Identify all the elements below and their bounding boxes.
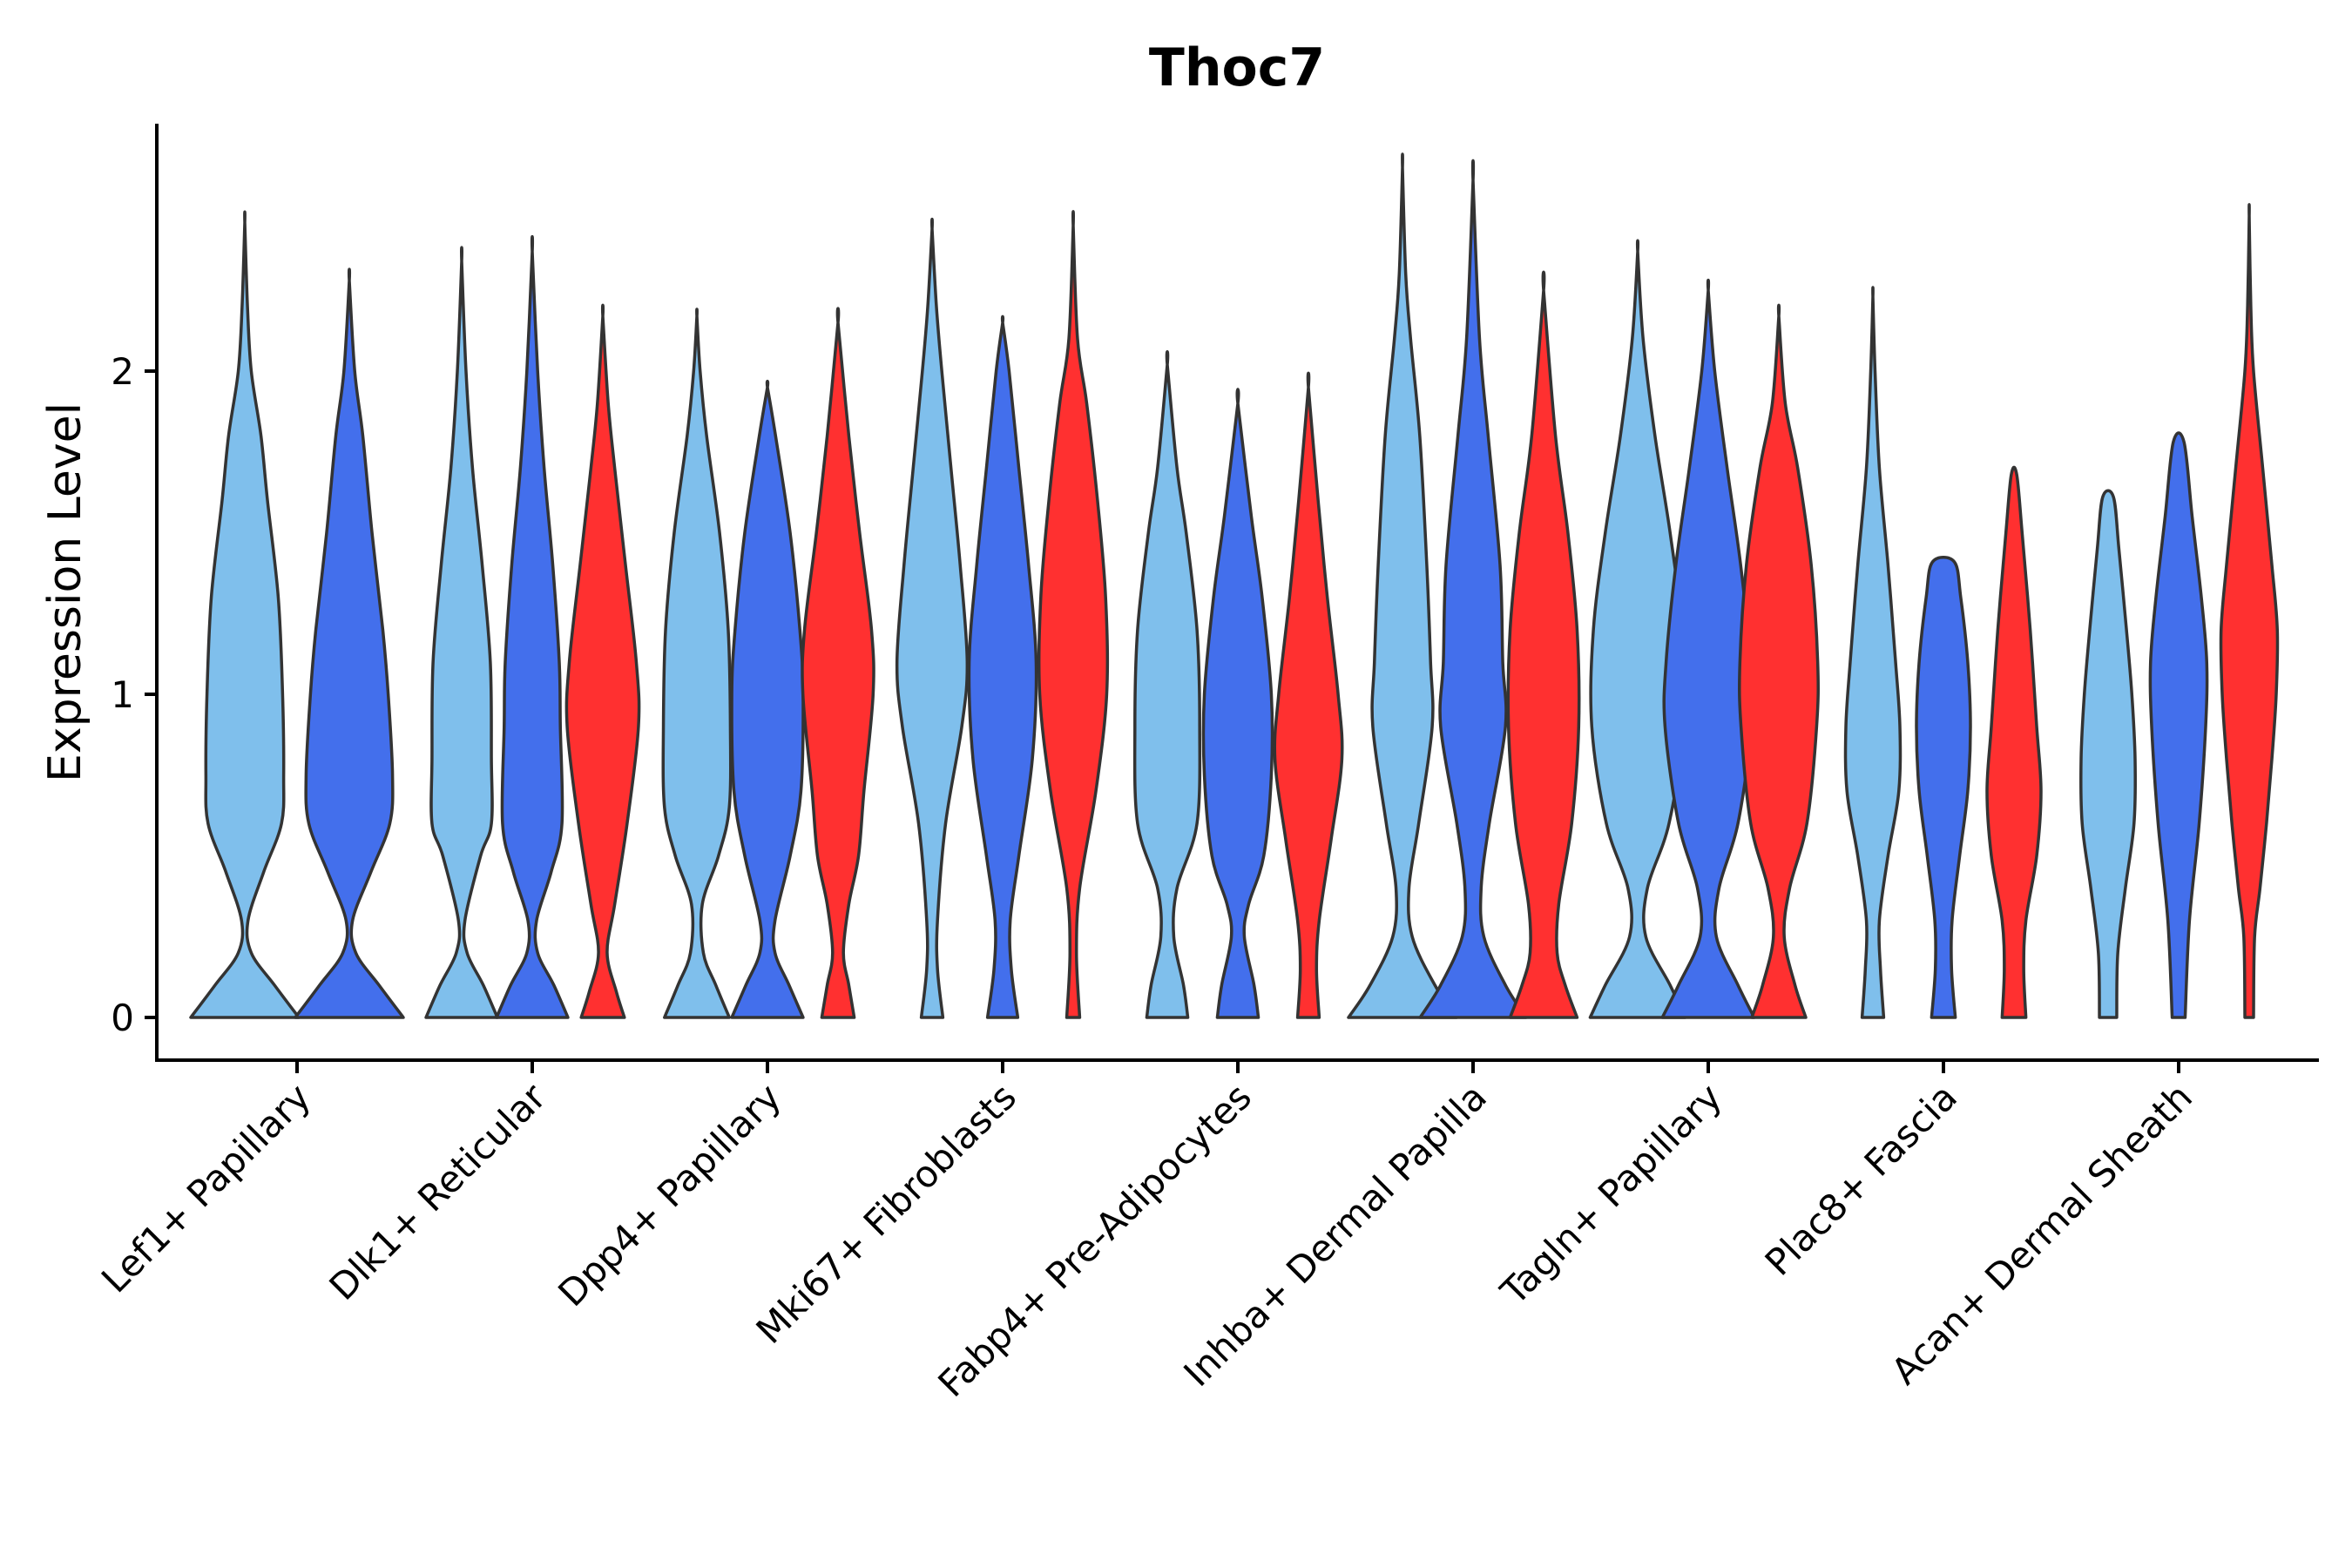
- x-tick-label: Plac8+ Fascia: [1757, 1075, 1965, 1283]
- y-axis-label: Expression Level: [39, 402, 91, 782]
- violin-5-red: [1273, 371, 1344, 1019]
- violin-2-light-blue: [424, 246, 499, 1019]
- violins-layer: [189, 152, 2280, 1019]
- violin-9-blue: [2148, 431, 2209, 1019]
- y-ticks: 0 1 2: [111, 350, 157, 1039]
- violin-8-blue: [1915, 556, 1972, 1019]
- violin-1-light-blue: [189, 210, 301, 1019]
- violin-2-red: [564, 303, 641, 1019]
- violin-7-blue: [1660, 278, 1756, 1019]
- violin-8-light-blue: [1843, 286, 1903, 1019]
- violin-7-red: [1738, 303, 1820, 1019]
- violin-3-light-blue: [661, 308, 733, 1019]
- violin-7-light-blue: [1588, 239, 1687, 1019]
- violin-4-red: [1037, 210, 1110, 1019]
- violin-9-red: [2219, 203, 2280, 1019]
- x-tick-label: Dlk1+ Reticular: [321, 1075, 555, 1308]
- violin-9-light-blue: [2078, 489, 2138, 1019]
- violin-8-red: [1985, 465, 2043, 1019]
- violin-3-blue: [730, 379, 805, 1019]
- x-tick-label: Dpp4+ Papillary: [550, 1075, 789, 1315]
- violin-4-blue: [967, 314, 1038, 1019]
- violin-6-red: [1506, 270, 1581, 1019]
- violin-1-blue: [294, 267, 405, 1019]
- violin-5-light-blue: [1132, 349, 1202, 1019]
- y-tick-label: 2: [111, 350, 134, 393]
- chart-title: Thoc7: [1149, 37, 1325, 98]
- violin-2-blue: [495, 234, 570, 1019]
- y-tick-label: 0: [111, 997, 134, 1039]
- violin-6-blue: [1418, 159, 1528, 1019]
- x-tick-label: Mki67+ Fibroblasts: [748, 1075, 1024, 1351]
- violin-4-light-blue: [895, 217, 970, 1019]
- violin-5-blue: [1201, 388, 1274, 1019]
- violin-3-red: [801, 307, 875, 1019]
- violin-6-light-blue: [1347, 152, 1458, 1019]
- x-tick-label: Tagln+ Papillary: [1492, 1075, 1730, 1313]
- x-tick-label: Lef1+ Papillary: [93, 1075, 319, 1301]
- y-tick-label: 1: [111, 673, 134, 716]
